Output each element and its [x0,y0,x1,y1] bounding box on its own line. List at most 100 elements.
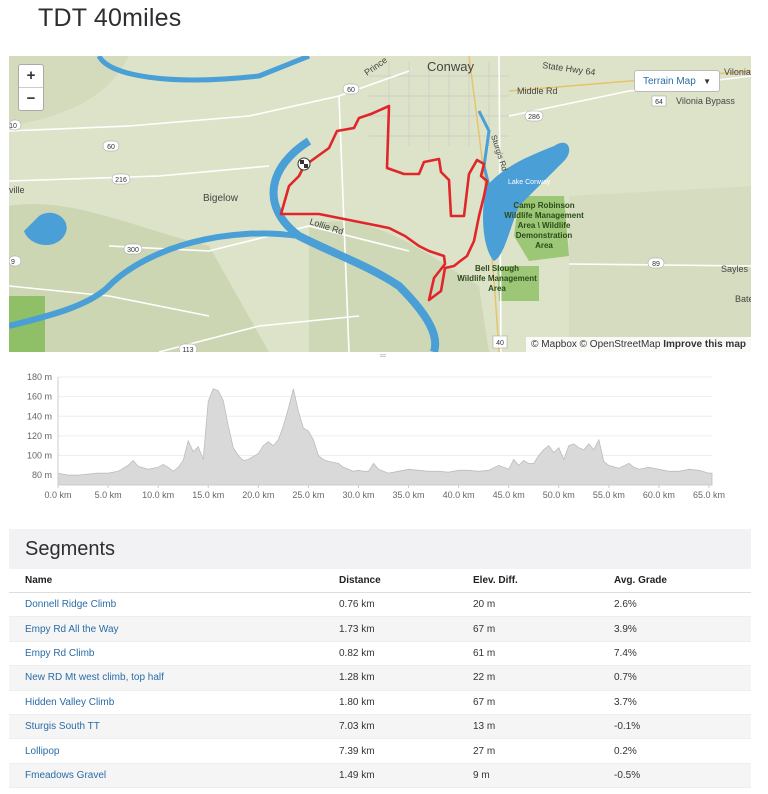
x-tick-label: 65.0 km [693,490,725,500]
table-row[interactable]: Fmeadows Gravel 1.49 km 9 m -0.5% [9,763,751,789]
start-finish-icon[interactable] [297,157,311,171]
segment-name-link[interactable]: Empy Rd Climb [9,641,339,667]
x-tick-label: 15.0 km [192,490,224,500]
attribution-text: © Mapbox © OpenStreetMap [531,339,661,350]
road-shield-113: 113 [178,343,198,352]
x-tick-label: 5.0 km [95,490,122,500]
segment-elev-diff: 13 m [473,714,614,740]
elevation-chart[interactable]: 80 m 100 m 120 m 140 m 160 m 180 m 0.0 km 5.0 k… [0,365,768,505]
x-tick-label: 55.0 km [593,490,625,500]
svg-text:64: 64 [655,99,663,106]
segment-elev-diff: 22 m [473,665,614,691]
segment-avg-grade: -0.5% [614,763,751,789]
y-tick-label: 140 m [27,411,52,421]
map-label-middle-rd: Middle Rd [517,86,558,96]
column-header-elev-diff[interactable]: Elev. Diff. [473,569,614,593]
x-tick-label: 30.0 km [342,490,374,500]
segment-name-link[interactable]: Empy Rd All the Way [9,616,339,642]
map-label-conway: Conway [427,59,474,74]
svg-text:286: 286 [528,114,540,121]
segment-distance: 7.03 km [339,714,473,740]
segment-name-link[interactable]: Hidden Valley Climb [9,690,339,715]
road-shield-10: 10 [9,119,22,131]
table-row[interactable]: Empy Rd Climb 0.82 km 61 m 7.4% [9,641,751,667]
map-label-camp-robinson: Camp Robinson Wildlife Management Area \… [504,201,584,250]
bell-slough-park [497,266,539,301]
svg-text:60: 60 [107,144,115,151]
river-north [96,56,310,83]
segment-avg-grade: 3.9% [614,616,751,642]
road-shield-40: 40 [492,335,508,349]
camp-robinson-park [514,196,569,261]
resize-handle-icon[interactable]: ═ [380,351,386,360]
y-tick-label: 160 m [27,392,52,402]
table-row[interactable]: Sturgis South TT 7.03 km 13 m -0.1% [9,714,751,740]
segment-name-link[interactable]: Donnell Ridge Climb [9,592,339,618]
column-header-avg-grade[interactable]: Avg. Grade [614,569,751,593]
segment-elev-diff: 67 m [473,690,614,715]
segments-panel: Segments Name Distance Elev. Diff. Avg. … [9,529,751,789]
road-shield-216: 216 [111,173,131,185]
x-tick-label: 50.0 km [543,490,575,500]
svg-text:60: 60 [347,87,355,94]
segment-elev-diff: 61 m [473,641,614,667]
elevation-area [57,388,713,486]
svg-text:Bell Slough: Bell Slough [475,264,519,273]
segment-avg-grade: -0.1% [614,714,751,740]
map-label-bigelow: Bigelow [203,193,239,204]
map-label-vilonia-bypass: Vilonia Bypass [676,96,735,106]
segment-name-link[interactable]: Fmeadows Gravel [9,763,339,789]
map-label-bell-slough: Bell Slough Wildlife Management Area [457,264,537,293]
table-row[interactable]: Lollipop 7.39 km 27 m 0.2% [9,738,751,764]
map-label-sayles: Sayles [721,264,749,274]
y-tick-label: 180 m [27,372,52,382]
x-tick-label: 35.0 km [393,490,425,500]
svg-text:300: 300 [127,247,139,254]
segments-table: Name Distance Elev. Diff. Avg. Grade Don… [9,569,751,789]
segment-name-link[interactable]: Lollipop [9,738,339,764]
creek [477,110,491,187]
svg-text:Camp Robinson: Camp Robinson [513,201,574,210]
segment-elev-diff: 9 m [473,763,614,789]
table-row[interactable]: Donnell Ridge Climb 0.76 km 20 m 2.6% [9,592,751,618]
segment-avg-grade: 0.2% [614,738,751,764]
route-line[interactable] [279,104,489,302]
lake-west [24,212,67,246]
column-header-name[interactable]: Name [9,569,339,593]
zoom-in-button[interactable]: + [26,67,36,84]
lake-conway [483,142,570,261]
segment-distance: 0.76 km [339,592,473,618]
town-grid [369,61,509,151]
road-shield-89: 89 [647,257,665,269]
segment-distance: 1.80 km [339,690,473,715]
segment-distance: 1.28 km [339,665,473,691]
table-header-row: Name Distance Elev. Diff. Avg. Grade [9,569,751,593]
improve-map-link[interactable]: Improve this map [663,339,746,350]
road-shield-300: 300 [123,243,143,255]
arkansas-river-west [9,230,300,329]
segments-heading: Segments [25,538,116,560]
table-row[interactable]: New RD Mt west climb, top half 1.28 km 22 … [9,665,751,691]
segment-avg-grade: 0.7% [614,665,751,691]
route-map[interactable]: 60 60 216 300 286 89 40 113 64 9 10 Conw… [9,56,751,352]
svg-text:113: 113 [182,347,193,352]
zoom-control: + − [18,64,44,111]
map-canvas[interactable]: 60 60 216 300 286 89 40 113 64 9 10 Conw… [9,56,751,352]
segments-header: Segments [9,529,751,569]
map-label-lake-conway: Lake Conway [508,179,551,186]
x-tick-label: 10.0 km [142,490,174,500]
table-row[interactable]: Hidden Valley Climb 1.80 km 67 m 3.7% [9,690,751,715]
svg-text:9: 9 [11,259,15,266]
elevation-svg[interactable]: 80 m 100 m 120 m 140 m 160 m 180 m 0.0 km 5.0 k… [0,365,768,505]
svg-text:10: 10 [9,123,17,130]
segment-name-link[interactable]: Sturgis South TT [9,714,339,740]
zoom-out-button[interactable]: − [19,87,43,110]
table-row[interactable]: Empy Rd All the Way 1.73 km 67 m 3.9% [9,616,751,642]
x-tick-label: 25.0 km [292,490,324,500]
segment-name-link[interactable]: New RD Mt west climb, top half [9,665,339,691]
segment-distance: 7.39 km [339,738,473,764]
segment-avg-grade: 2.6% [614,592,751,618]
segment-elev-diff: 27 m [473,738,614,764]
map-type-select[interactable]: Terrain Map ▼ [634,70,720,92]
column-header-distance[interactable]: Distance [339,569,473,593]
